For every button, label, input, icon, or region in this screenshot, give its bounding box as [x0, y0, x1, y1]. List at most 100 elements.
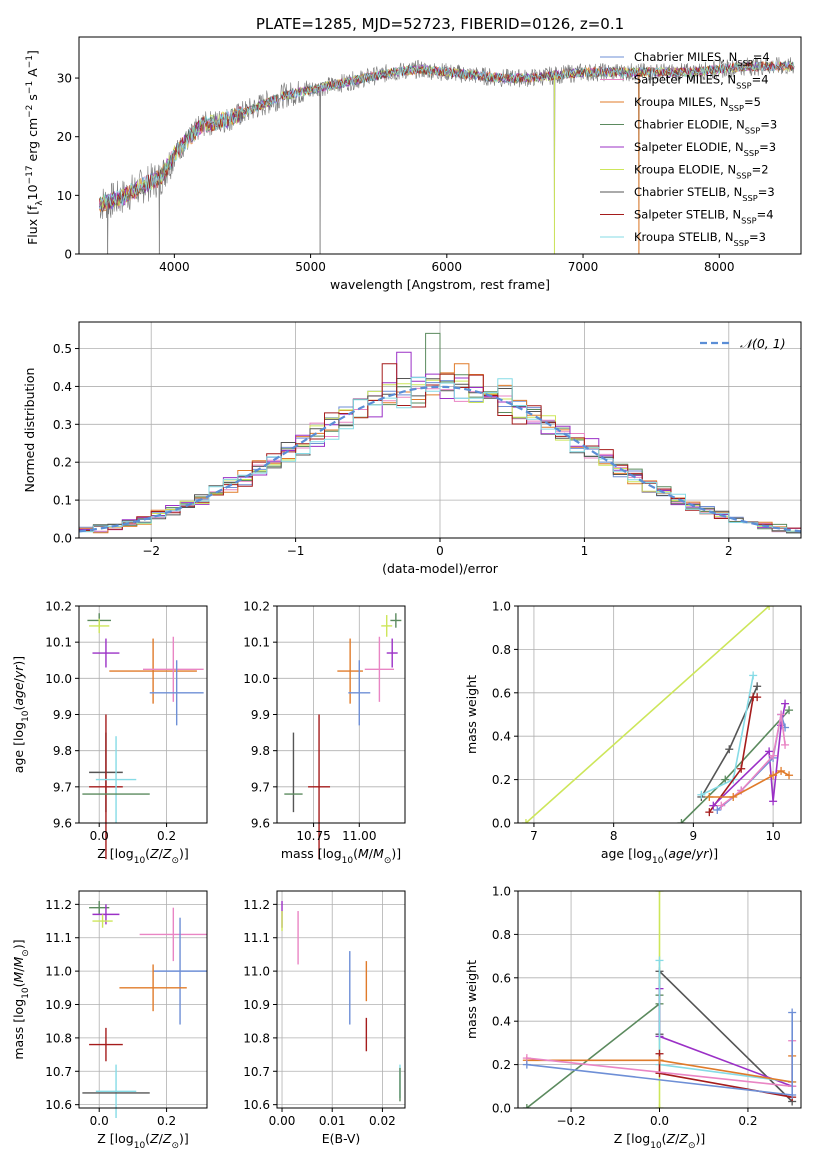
- y-tick-label: 0.2: [492, 773, 511, 787]
- normal-curve: [79, 385, 801, 533]
- y-tick-label: 9.8: [53, 744, 72, 758]
- y-axis-label: mass weight: [464, 675, 479, 754]
- y-tick-label: 0.3: [53, 418, 72, 432]
- y-tick-label: 20: [57, 130, 72, 144]
- spectrum-panel: 4000 5000 6000 7000 8000 0 10 20 30 wavelength [A…: [25, 36, 802, 292]
- x-tick-label: 9: [690, 829, 698, 843]
- x-axis-label: Z [log10(Z/Z⊙)]: [614, 1131, 706, 1151]
- y-axis-label: Normed distribution: [22, 368, 37, 493]
- x-tick-label: 1: [581, 544, 589, 558]
- y-tick-label: 9.9: [53, 708, 72, 722]
- y-tick-label: 11.0: [243, 965, 270, 979]
- series-line: [658, 1053, 793, 1098]
- x-tick-label: −2: [142, 544, 160, 558]
- y-tick-label: 10.1: [45, 636, 72, 650]
- mass-weight-vs-age-panel: 7 8 9 10 0.0 0.2 0.4 0.6 0.8 1.0 age [log10(age/yr…: [464, 600, 802, 866]
- y-tick-label: 0.4: [492, 1015, 511, 1029]
- mass-weight-vs-metallicity-panel: −0.2 0.0 0.2 0.0 0.2 0.4 0.6 0.8 1.0 Z [log10(Z/Z…: [464, 885, 802, 1151]
- x-tick-label: 7: [530, 829, 538, 843]
- x-tick-label: 0.2: [157, 829, 176, 843]
- x-tick-label: 0.2: [738, 1114, 757, 1128]
- y-tick-label: 9.9: [251, 708, 270, 722]
- y-tick-label: 0.8: [492, 928, 511, 942]
- y-tick-label: 10.8: [243, 1031, 270, 1045]
- axes-frame: [78, 36, 802, 255]
- mass-vs-extinction-panel: 0.00 0.01 0.02 10.6 10.7 10.8 10.9 11.0 11.1 11.2…: [243, 890, 406, 1146]
- y-tick-label: 1.0: [492, 600, 511, 614]
- x-tick-label: 5000: [295, 260, 326, 274]
- legend-label: Salpeter MILES, NSSP=4: [634, 73, 769, 91]
- x-axis-label: wavelength [Angstrom, rest frame]: [330, 277, 550, 292]
- y-tick-label: 10.7: [243, 1065, 270, 1079]
- y-tick-label: 10.1: [243, 636, 270, 650]
- series-line: [525, 606, 770, 823]
- y-tick-label: 10.2: [243, 600, 270, 614]
- axes-frame: [517, 605, 802, 824]
- y-tick-label: 9.8: [251, 744, 270, 758]
- y-tick-label: 9.6: [251, 817, 270, 831]
- y-tick-label: 11.1: [45, 931, 72, 945]
- y-tick-label: 0.0: [53, 532, 72, 546]
- y-tick-label: 10: [57, 189, 72, 203]
- y-tick-label: 0.6: [492, 971, 511, 985]
- y-tick-label: 9.7: [251, 780, 270, 794]
- x-tick-label: 2: [725, 544, 733, 558]
- age-vs-mass-panel: 10.75 11.00 9.6 9.7 9.8 9.9 10.0 10.1 10.2 mass […: [243, 600, 406, 866]
- legend-label: Chabrier STELIB, NSSP=3: [634, 185, 775, 203]
- legend-label: Chabrier MILES, NSSP=4: [634, 50, 770, 68]
- x-tick-label: 0.0: [650, 1114, 669, 1128]
- legend-label: Kroupa ELODIE, NSSP=2: [634, 163, 769, 181]
- y-tick-label: 0.2: [53, 456, 72, 470]
- series-line: [716, 714, 786, 811]
- y-tick-label: 0: [64, 248, 72, 262]
- mass-weight-vs-metallicity-plot: [522, 891, 797, 1108]
- y-tick-label: 30: [57, 72, 72, 86]
- spectrum-plot: [99, 57, 795, 254]
- y-tick-label: 0.8: [492, 643, 511, 657]
- histogram-panel: −2 −1 0 1 2 0.0 0.1 0.2 0.3 0.4 0.5 (data-model)/er…: [22, 321, 802, 576]
- y-tick-label: 1.0: [492, 885, 511, 899]
- legend-label: Salpeter STELIB, NSSP=4: [634, 208, 774, 226]
- y-tick-label: 11.1: [243, 931, 270, 945]
- y-tick-label: 0.0: [492, 1102, 511, 1116]
- y-tick-label: 10.6: [45, 1098, 72, 1112]
- histogram-plot: [79, 332, 801, 534]
- y-tick-label: 11.0: [45, 965, 72, 979]
- y-tick-label: 0.0: [492, 817, 511, 831]
- axes-frame: [276, 890, 406, 1109]
- y-tick-label: 10.9: [45, 998, 72, 1012]
- x-tick-label: 7000: [568, 260, 599, 274]
- x-axis-label: mass [log10(M/M⊙)]: [281, 846, 401, 866]
- series-line: [720, 714, 786, 807]
- y-tick-label: 0.1: [53, 494, 72, 508]
- y-tick-label: 10.9: [243, 998, 270, 1012]
- x-tick-label: 0.00: [269, 1114, 296, 1128]
- legend-label: Chabrier ELODIE, NSSP=3: [634, 118, 777, 136]
- mass-weight-vs-age-plot: [521, 606, 794, 823]
- x-axis-label: E(B-V): [322, 1131, 361, 1146]
- x-tick-label: −0.2: [556, 1114, 585, 1128]
- x-tick-label: 0: [436, 544, 444, 558]
- x-axis-label: Z [log10(Z/Z⊙)]: [97, 1131, 189, 1151]
- y-tick-label: 10.0: [243, 672, 270, 686]
- legend-label-normal: 𝒩(0, 1): [740, 336, 786, 351]
- histogram-steps: [79, 332, 801, 534]
- x-axis-label: (data-model)/error: [382, 561, 499, 576]
- y-tick-label: 10.8: [45, 1031, 72, 1045]
- x-tick-label: 0.02: [369, 1114, 396, 1128]
- x-axis-label: Z [log10(Z/Z⊙)]: [97, 846, 189, 866]
- legend-label: Kroupa STELIB, NSSP=3: [634, 230, 766, 248]
- y-tick-label: 0.4: [492, 730, 511, 744]
- y-axis-label: age [log10(age/yr)]: [11, 656, 31, 773]
- y-tick-label: 10.0: [45, 672, 72, 686]
- x-tick-label: 4000: [159, 260, 190, 274]
- x-tick-label: 0.0: [90, 829, 109, 843]
- y-tick-label: 0.2: [492, 1058, 511, 1072]
- histogram-steps: [79, 363, 801, 531]
- y-tick-label: 11.2: [243, 898, 270, 912]
- y-axis-label: mass weight: [464, 960, 479, 1039]
- y-tick-label: 9.7: [53, 780, 72, 794]
- observed-spectrum-line: [99, 57, 795, 254]
- mass-vs-metallicity-panel: 0.0 0.2 10.6 10.7 10.8 10.9 11.0 11.1 11.2 Z [log…: [11, 890, 208, 1151]
- x-axis-label: age [log10(age/yr)]: [601, 846, 718, 866]
